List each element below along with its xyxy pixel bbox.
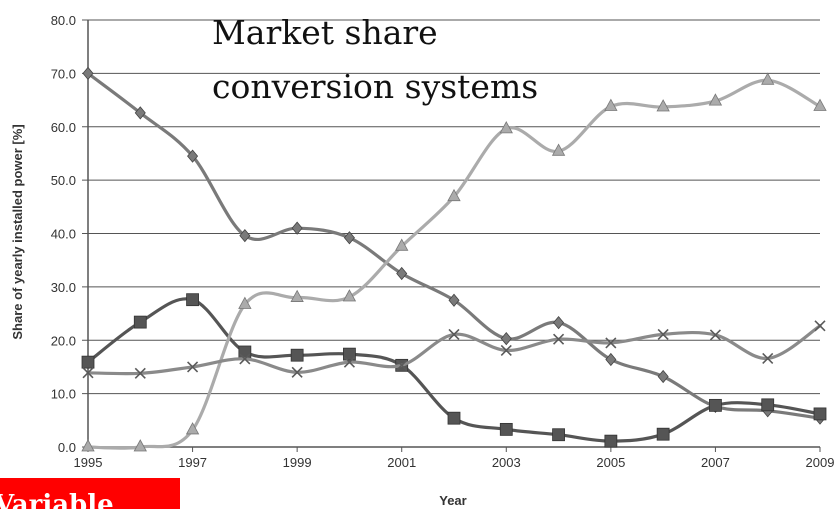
red-label-box: Variable (0, 478, 180, 509)
x-tick-label: 1995 (74, 455, 103, 470)
series (81, 66, 827, 452)
data-point-diamond (291, 221, 303, 235)
data-point-diamond (448, 293, 460, 307)
y-tick-label: 0.0 (58, 440, 76, 455)
series-diamond (82, 66, 826, 425)
y-tick-label: 30.0 (51, 280, 76, 295)
data-point-diamond (343, 231, 355, 245)
series-triangle (81, 72, 827, 452)
data-point-diamond (553, 316, 565, 330)
data-point-square (133, 315, 147, 329)
data-point-square (709, 398, 722, 412)
data-point-triangle (395, 238, 409, 251)
data-point-x (500, 344, 512, 356)
y-tick-label: 80.0 (51, 13, 76, 28)
data-point-square (813, 407, 827, 421)
y-tick-label: 40.0 (51, 227, 76, 242)
data-point-x (343, 356, 355, 368)
data-point-x (762, 352, 774, 364)
x-tick-label: 1999 (283, 455, 312, 470)
series-line (86, 78, 822, 450)
data-point-square (238, 345, 252, 359)
data-point-diamond (82, 66, 94, 80)
overlay-title-line2: conversion systems (212, 67, 538, 106)
series-line (86, 324, 822, 376)
data-point-diamond (500, 332, 512, 346)
data-point-square (604, 434, 618, 448)
data-point-square (656, 427, 670, 441)
data-point-triangle (81, 439, 95, 452)
x-tick-label: 1997 (178, 455, 207, 470)
data-point-triangle (238, 296, 252, 309)
data-point-x (657, 328, 669, 340)
x-tick-label: 2001 (387, 455, 416, 470)
data-point-x (448, 328, 460, 340)
x-tick-label: 2009 (806, 455, 835, 470)
data-point-triangle (133, 439, 147, 452)
data-point-diamond (239, 229, 251, 243)
data-point-triangle (813, 98, 827, 111)
data-point-x (396, 359, 408, 371)
data-point-x (553, 333, 565, 345)
y-tick-label: 10.0 (51, 387, 76, 402)
data-point-triangle (185, 422, 200, 435)
red-label-text: Variable (0, 490, 114, 509)
data-point-square (81, 355, 95, 369)
y-tick-label: 60.0 (51, 120, 76, 135)
data-point-diamond (605, 352, 617, 367)
data-point-diamond (134, 106, 146, 120)
data-point-square (552, 428, 565, 442)
overlay-title-line1: Market share (212, 13, 438, 52)
y-tick-label: 70.0 (51, 66, 76, 81)
data-point-square (186, 293, 199, 307)
x-tick-label: 2003 (492, 455, 521, 470)
data-point-triangle (604, 98, 618, 111)
data-point-square (499, 422, 513, 436)
data-point-square (343, 347, 356, 361)
data-point-triangle (342, 289, 357, 302)
data-point-square (447, 411, 461, 425)
x-axis-title: Year (439, 493, 466, 508)
x-tick-label: 2005 (596, 455, 625, 470)
data-point-triangle (551, 143, 566, 156)
data-point-diamond (187, 149, 199, 163)
data-point-square (290, 348, 304, 362)
data-point-x (239, 353, 251, 365)
data-point-x (605, 337, 617, 349)
data-point-x (82, 367, 94, 379)
data-point-x (709, 329, 721, 341)
data-point-x (187, 361, 199, 373)
y-tick-label: 50.0 (51, 173, 76, 188)
data-point-x (134, 367, 146, 379)
data-point-triangle (708, 93, 723, 106)
data-point-diamond (396, 266, 408, 281)
data-point-triangle (761, 72, 775, 85)
y-axis-title: Share of yearly installed power [%] (10, 124, 25, 339)
data-point-x (814, 320, 826, 332)
data-point-triangle (447, 188, 461, 202)
series-x (82, 320, 826, 379)
x-tick-label: 2007 (701, 455, 730, 470)
data-point-triangle (656, 99, 670, 112)
data-point-triangle (499, 121, 513, 134)
data-point-triangle (290, 289, 304, 302)
y-tick-label: 20.0 (51, 333, 76, 348)
data-point-x (291, 366, 303, 378)
tick-labels: 0.0 10.0 20.0 30.0 40.0 50.0 60.0 70.0 80.0 1995 1… (51, 13, 835, 470)
series-square (81, 293, 827, 448)
data-point-diamond (657, 369, 669, 384)
data-point-square (761, 398, 775, 412)
